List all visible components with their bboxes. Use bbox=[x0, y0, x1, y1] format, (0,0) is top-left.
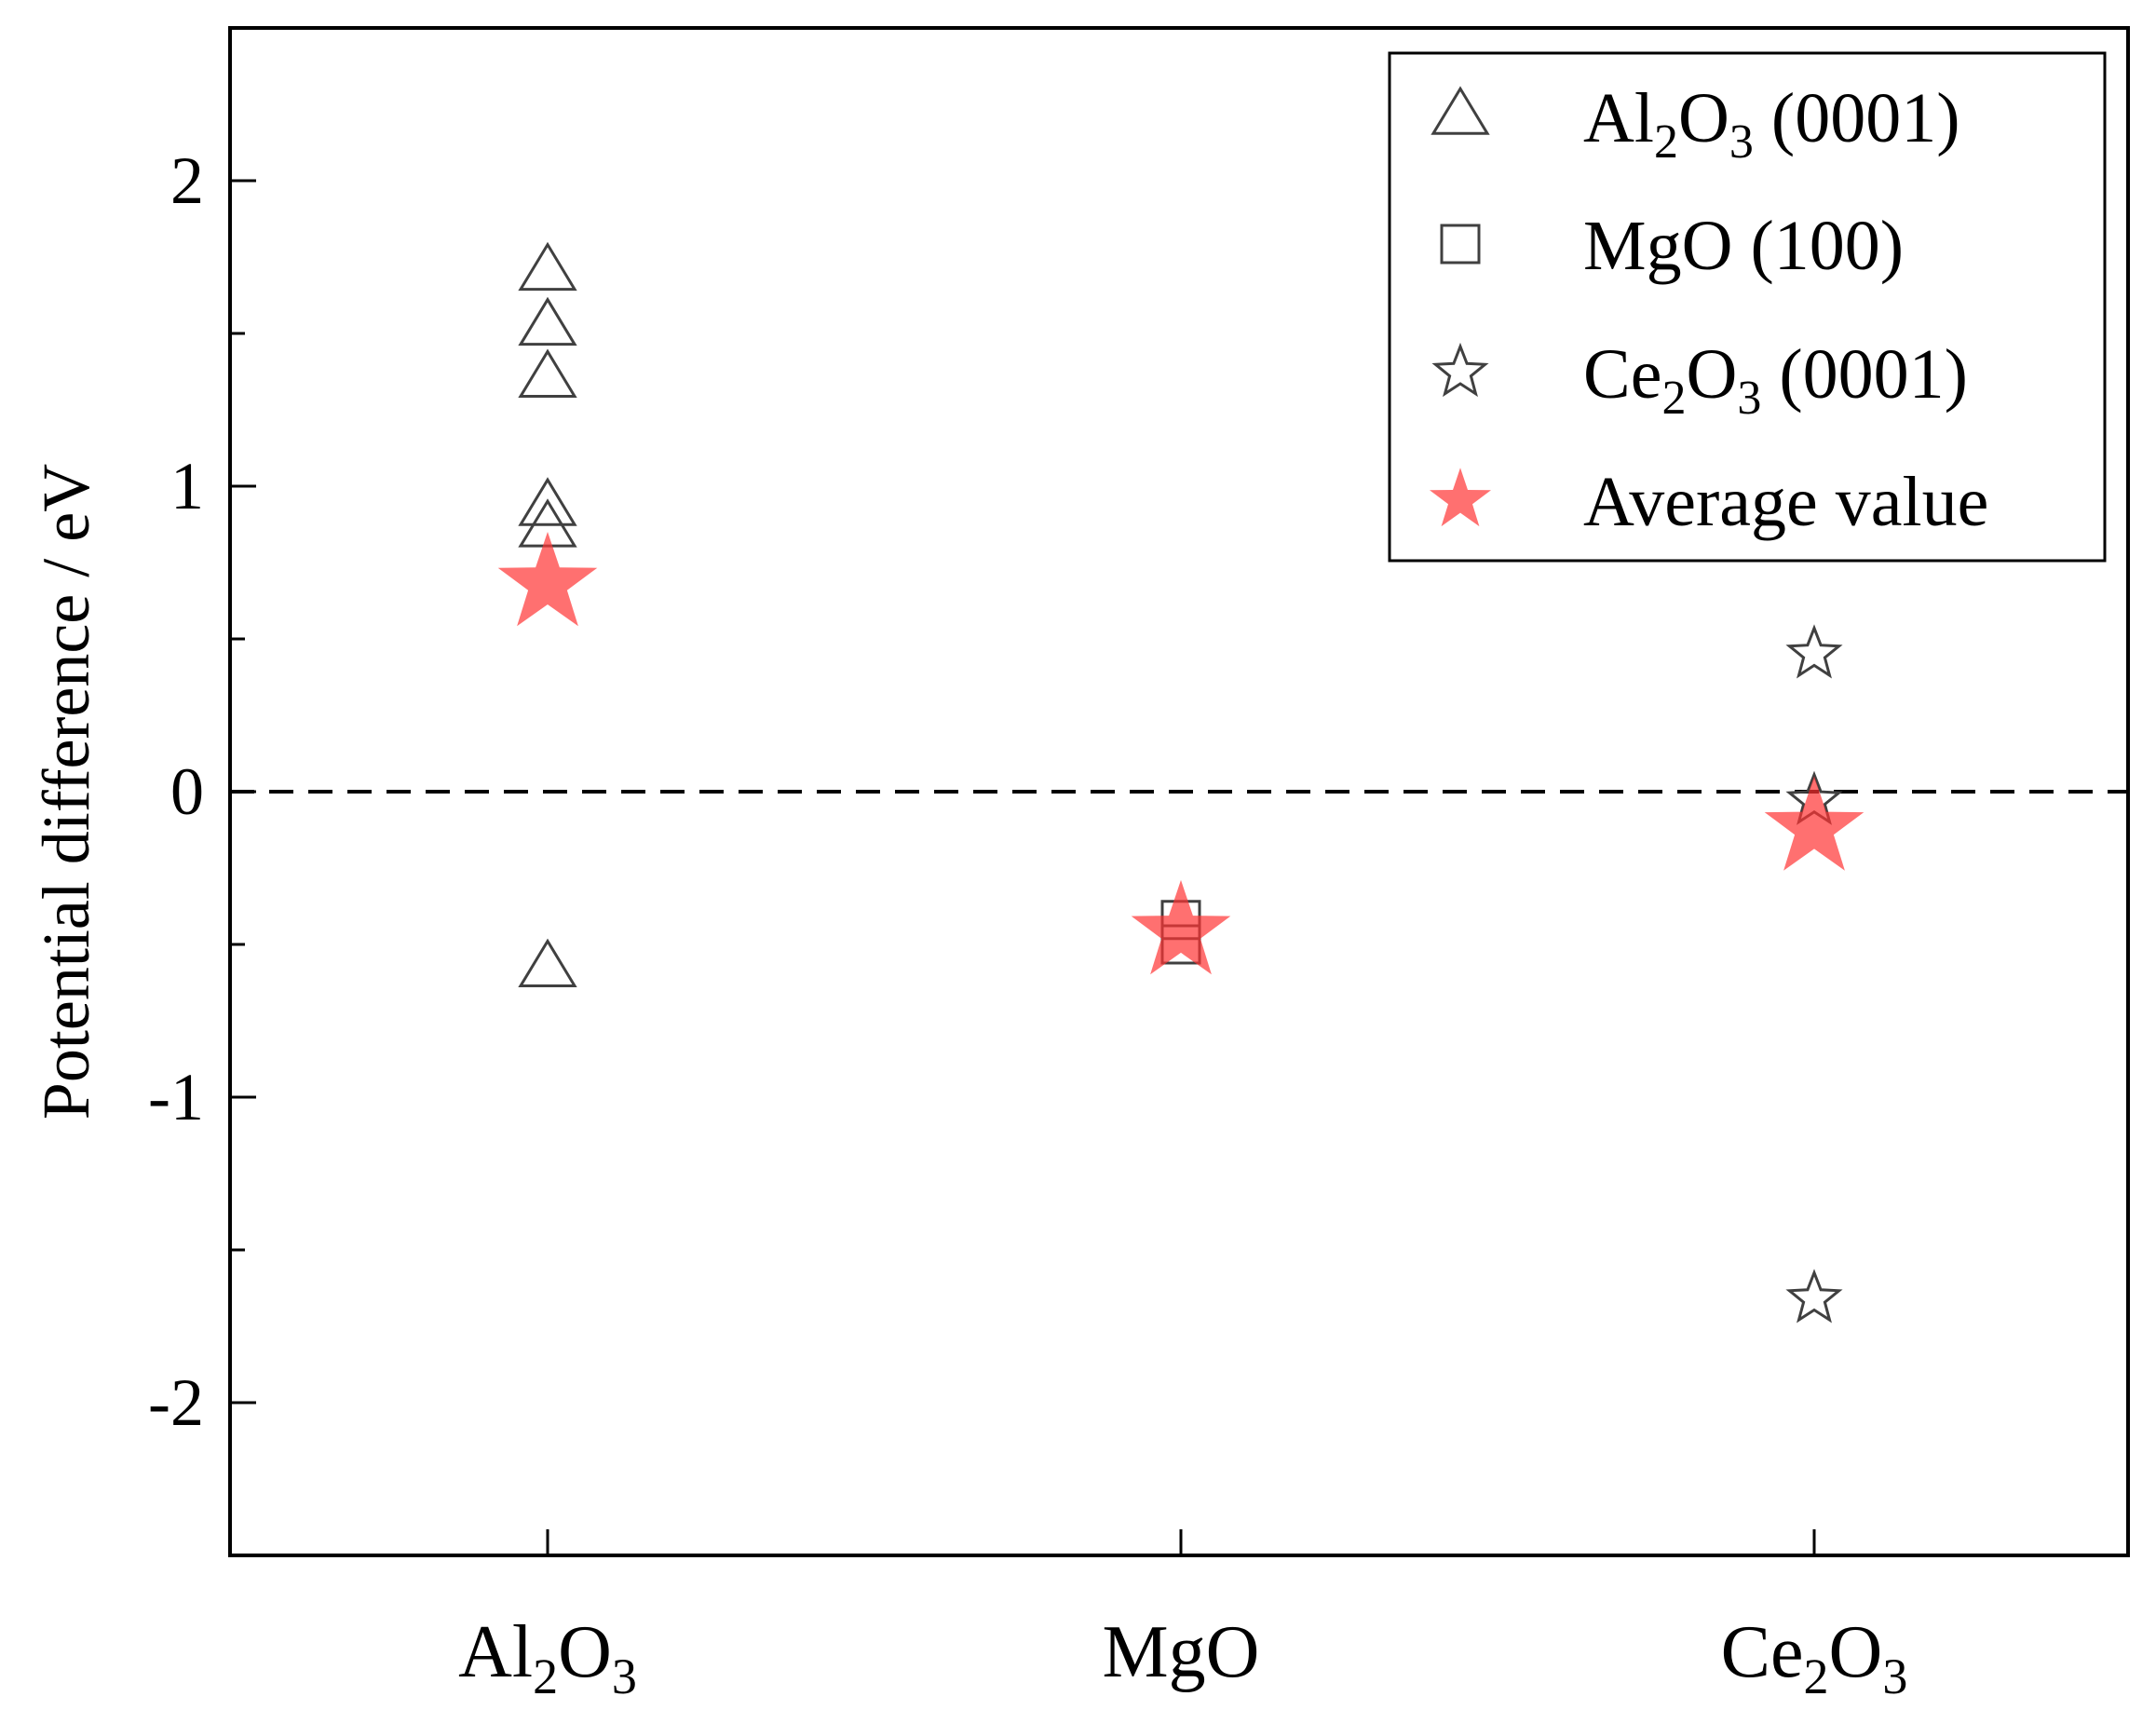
legend-box bbox=[1388, 51, 2107, 563]
subscript: 2 bbox=[533, 1649, 558, 1704]
legend-marker-average-value bbox=[1430, 468, 1491, 527]
subscript: 3 bbox=[1882, 1649, 1907, 1704]
formula-part: O bbox=[1829, 1611, 1883, 1693]
point-al2o3-0001- bbox=[518, 296, 577, 346]
point-al2o3-0001- bbox=[518, 348, 577, 398]
legend-marker-al2o3-0001- bbox=[1431, 86, 1490, 135]
formula-part: O bbox=[558, 1611, 612, 1693]
point-ce2o3-0001- bbox=[1785, 1269, 1843, 1323]
y-tick-label: -1 bbox=[148, 1060, 204, 1134]
formula-part: O bbox=[1678, 79, 1729, 157]
legend-label-average-value: Average value bbox=[1583, 463, 1988, 541]
point-al2o3-0001- bbox=[518, 241, 577, 292]
formula-part: Al bbox=[458, 1611, 533, 1693]
y-axis-label: Potential difference / eV bbox=[29, 464, 103, 1120]
x-category-labels: Al2O3 MgO Ce2O3 bbox=[458, 1611, 1907, 1704]
subscript: 3 bbox=[1737, 372, 1761, 425]
formula-part: Average value bbox=[1583, 463, 1988, 541]
formula-part: MgO bbox=[1103, 1611, 1260, 1693]
subscript: 3 bbox=[1729, 115, 1754, 169]
formula-part: (100) bbox=[1732, 207, 1904, 285]
point-average-value bbox=[1764, 776, 1864, 871]
x-category-label-al2o3: Al2O3 bbox=[458, 1611, 637, 1704]
ticks-layer: -2 -1 0 1 2 bbox=[148, 26, 1816, 1557]
formula-part: (0001) bbox=[1754, 79, 1960, 157]
legend-label-al2o3-0001-: Al2O3 (0001) bbox=[1583, 79, 1960, 169]
y-tick-label: 1 bbox=[170, 449, 204, 523]
formula-part: MgO bbox=[1583, 207, 1732, 285]
formula-part: Ce bbox=[1721, 1611, 1804, 1693]
subscript: 2 bbox=[1661, 372, 1686, 425]
formula-part: O bbox=[1686, 335, 1737, 414]
point-al2o3-0001- bbox=[518, 477, 577, 526]
point-average-value bbox=[497, 532, 598, 627]
legend-items: Al2O3 (0001)MgO (100)Ce2O3 (0001)Average… bbox=[1430, 79, 1988, 541]
y-tick-label: -2 bbox=[148, 1365, 204, 1440]
legend-marker-mgo-100- bbox=[1440, 224, 1481, 265]
legend-marker-ce2o3-0001- bbox=[1431, 342, 1489, 398]
legend-label-mgo-100-: MgO (100) bbox=[1583, 207, 1904, 285]
point-average-value bbox=[1131, 879, 1231, 975]
subscript: 3 bbox=[612, 1649, 637, 1704]
point-al2o3-0001- bbox=[518, 938, 577, 987]
y-tick-label: 2 bbox=[170, 143, 204, 218]
legend: Al2O3 (0001)MgO (100)Ce2O3 (0001)Average… bbox=[1388, 51, 2107, 563]
data-marks bbox=[497, 241, 1864, 1323]
legend-label-ce2o3-0001-: Ce2O3 (0001) bbox=[1583, 335, 1968, 425]
subscript: 2 bbox=[1804, 1649, 1829, 1704]
x-category-label-ce2o3: Ce2O3 bbox=[1721, 1611, 1908, 1704]
x-category-label-mgo: MgO bbox=[1103, 1611, 1260, 1693]
subscript: 2 bbox=[1654, 115, 1678, 169]
formula-part: Ce bbox=[1583, 335, 1661, 414]
y-tick-label: 0 bbox=[170, 754, 204, 829]
formula-part: (0001) bbox=[1761, 335, 1968, 414]
point-ce2o3-0001- bbox=[1785, 624, 1843, 679]
formula-part: Al bbox=[1583, 79, 1654, 157]
